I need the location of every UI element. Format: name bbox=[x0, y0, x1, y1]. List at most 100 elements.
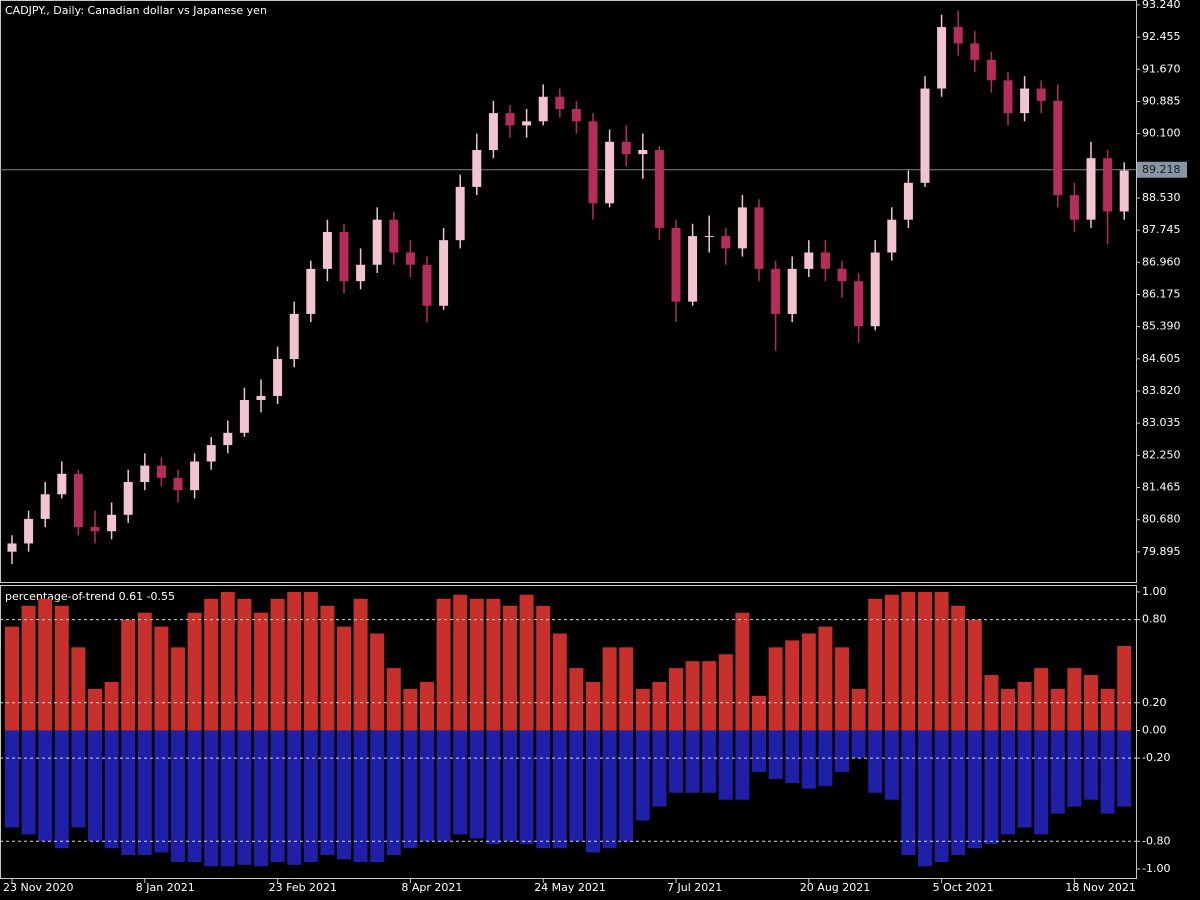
trend-bar bbox=[586, 681, 600, 731]
trend-bar bbox=[851, 730, 866, 759]
y-tick-label: 92.455 bbox=[1142, 30, 1181, 43]
candle-body bbox=[804, 252, 814, 269]
trend-bar bbox=[552, 730, 567, 849]
trend-bar bbox=[503, 730, 517, 842]
candle-body bbox=[40, 494, 50, 519]
candle-body bbox=[405, 252, 415, 265]
trend-bar bbox=[918, 730, 932, 867]
trend-bar bbox=[1084, 675, 1098, 731]
candle-body bbox=[787, 268, 797, 314]
candle-body bbox=[571, 109, 581, 122]
candle-body bbox=[422, 264, 432, 306]
trend-bar bbox=[801, 730, 816, 789]
trend-bar bbox=[702, 661, 717, 731]
candle-body bbox=[654, 150, 664, 228]
y-tick-label: 0.00 bbox=[1142, 723, 1167, 736]
candle-body bbox=[372, 219, 382, 265]
trend-bar bbox=[21, 605, 36, 731]
trend-bar bbox=[768, 647, 783, 731]
trend-bar bbox=[303, 591, 318, 731]
candle-body bbox=[206, 445, 216, 462]
trend-bar bbox=[718, 730, 733, 800]
y-tick-label: 80.680 bbox=[1142, 513, 1181, 526]
trend-bar bbox=[552, 633, 567, 731]
trend-bar bbox=[1067, 730, 1082, 807]
trend-bar bbox=[337, 626, 351, 731]
trend-bar bbox=[1100, 730, 1115, 814]
trend-bar bbox=[536, 730, 551, 849]
y-tick-label: 83.035 bbox=[1142, 416, 1181, 429]
candle-body bbox=[937, 27, 947, 89]
trend-bar bbox=[154, 626, 169, 731]
trend-bar bbox=[635, 688, 650, 731]
trend-bar bbox=[320, 730, 335, 856]
y-tick-label: 79.895 bbox=[1142, 545, 1181, 558]
trend-bar bbox=[901, 730, 916, 856]
trend-bar bbox=[220, 730, 235, 867]
trend-bar bbox=[254, 612, 268, 731]
price-panel-border bbox=[0, 0, 1137, 583]
trend-bar bbox=[785, 640, 800, 731]
trend-bar bbox=[386, 730, 401, 856]
trend-bar bbox=[685, 730, 700, 793]
candle-body bbox=[1020, 88, 1030, 114]
candle-body bbox=[1069, 195, 1079, 220]
trend-bar bbox=[154, 730, 169, 853]
trend-bar bbox=[220, 591, 235, 731]
trend-bar bbox=[38, 730, 53, 842]
candle-body bbox=[970, 43, 980, 60]
candle-body bbox=[472, 150, 482, 187]
y-tick-label: -1.00 bbox=[1142, 862, 1170, 875]
trend-bar bbox=[1100, 688, 1115, 731]
candle-body bbox=[339, 231, 349, 282]
x-tick-label: 18 Nov 2021 bbox=[1065, 881, 1135, 894]
trend-bar bbox=[934, 730, 949, 863]
trend-bar bbox=[353, 730, 368, 863]
candle-body bbox=[306, 268, 316, 314]
y-tick-label: 93.240 bbox=[1142, 0, 1181, 11]
candle-body bbox=[505, 113, 515, 126]
trend-bar bbox=[785, 730, 800, 784]
trend-bar bbox=[486, 598, 501, 731]
trend-bar bbox=[54, 605, 69, 731]
trend-bar bbox=[104, 681, 119, 731]
trend-bar bbox=[403, 688, 418, 731]
indicator-title: percentage-of-trend 0.61 -0.55 bbox=[5, 590, 175, 603]
candle-body bbox=[140, 465, 150, 482]
trend-bar bbox=[469, 730, 484, 839]
x-tick-label: 24 May 2021 bbox=[534, 881, 606, 894]
candle-body bbox=[522, 121, 532, 126]
y-tick-label: 83.820 bbox=[1142, 384, 1181, 397]
trend-bar bbox=[121, 619, 136, 731]
trend-bar bbox=[619, 730, 634, 842]
trend-bar bbox=[918, 591, 932, 731]
y-tick-label: 90.100 bbox=[1142, 127, 1181, 140]
candle-body bbox=[903, 182, 913, 220]
candle-body bbox=[156, 465, 166, 478]
trend-bar bbox=[768, 730, 783, 779]
x-tick-label: 23 Feb 2021 bbox=[269, 881, 337, 894]
candle-body bbox=[107, 514, 117, 532]
candle-body bbox=[771, 268, 781, 314]
candle-body bbox=[737, 207, 747, 249]
candle-body bbox=[356, 264, 366, 282]
trend-bar bbox=[270, 730, 285, 863]
trend-bar bbox=[5, 730, 19, 828]
trend-bar bbox=[967, 730, 982, 849]
trend-bar bbox=[420, 681, 434, 731]
candle-body bbox=[1036, 88, 1046, 101]
candle-body bbox=[588, 121, 598, 204]
y-tick-label: 86.175 bbox=[1142, 287, 1181, 300]
candle-body bbox=[1053, 100, 1063, 196]
trend-bar bbox=[353, 598, 368, 731]
trend-bar bbox=[171, 730, 185, 863]
trend-bar bbox=[1034, 730, 1049, 835]
trend-bar bbox=[752, 730, 766, 773]
y-tick-label: -0.20 bbox=[1142, 751, 1170, 764]
trend-bar bbox=[835, 647, 849, 731]
x-tick-label: 20 Aug 2021 bbox=[800, 881, 870, 894]
trend-bar bbox=[21, 730, 36, 835]
trend-bar bbox=[1084, 730, 1098, 800]
candle-body bbox=[920, 88, 930, 183]
